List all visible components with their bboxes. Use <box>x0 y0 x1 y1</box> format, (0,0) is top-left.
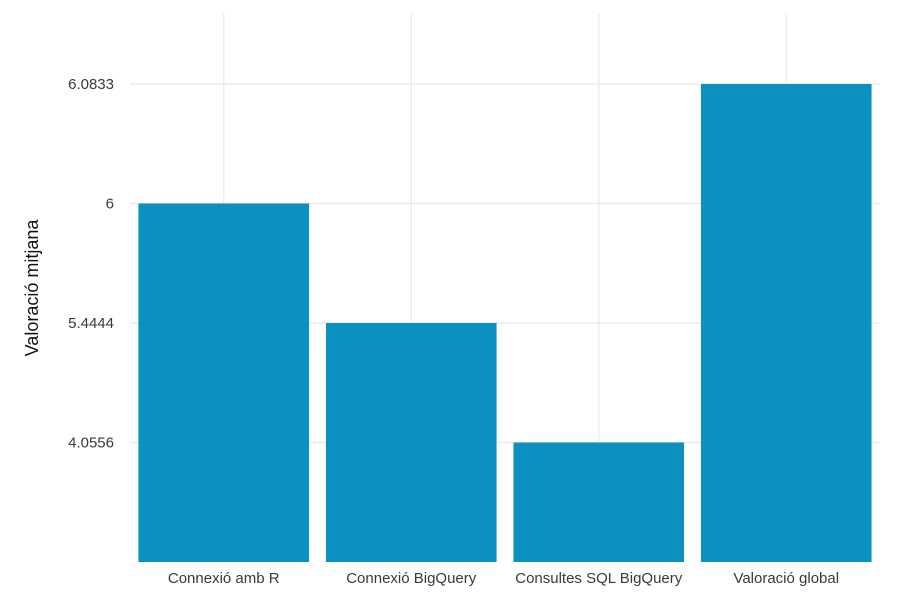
bar <box>700 84 872 562</box>
x-tick-label: Valoració global <box>733 570 839 587</box>
y-axis-ticks: 4.0556 5.4444 6 6.0833 <box>68 76 114 452</box>
x-axis-ticks: Connexió amb R Connexió BigQuery Consultes… <box>168 570 839 587</box>
x-tick-label: Connexió BigQuery <box>346 570 477 587</box>
bar <box>325 323 497 562</box>
y-axis-title: Valoració mitjana <box>22 219 42 357</box>
y-tick-label: 5.4444 <box>68 315 114 332</box>
x-tick-label: Consultes SQL BigQuery <box>515 570 683 587</box>
y-tick-label: 6.0833 <box>68 76 114 93</box>
y-tick-label: 6 <box>106 196 114 213</box>
bar-layer <box>138 84 872 562</box>
bar <box>513 442 685 562</box>
bar <box>138 203 310 562</box>
y-tick-label: 4.0556 <box>68 435 114 452</box>
x-tick-label: Connexió amb R <box>168 570 280 587</box>
